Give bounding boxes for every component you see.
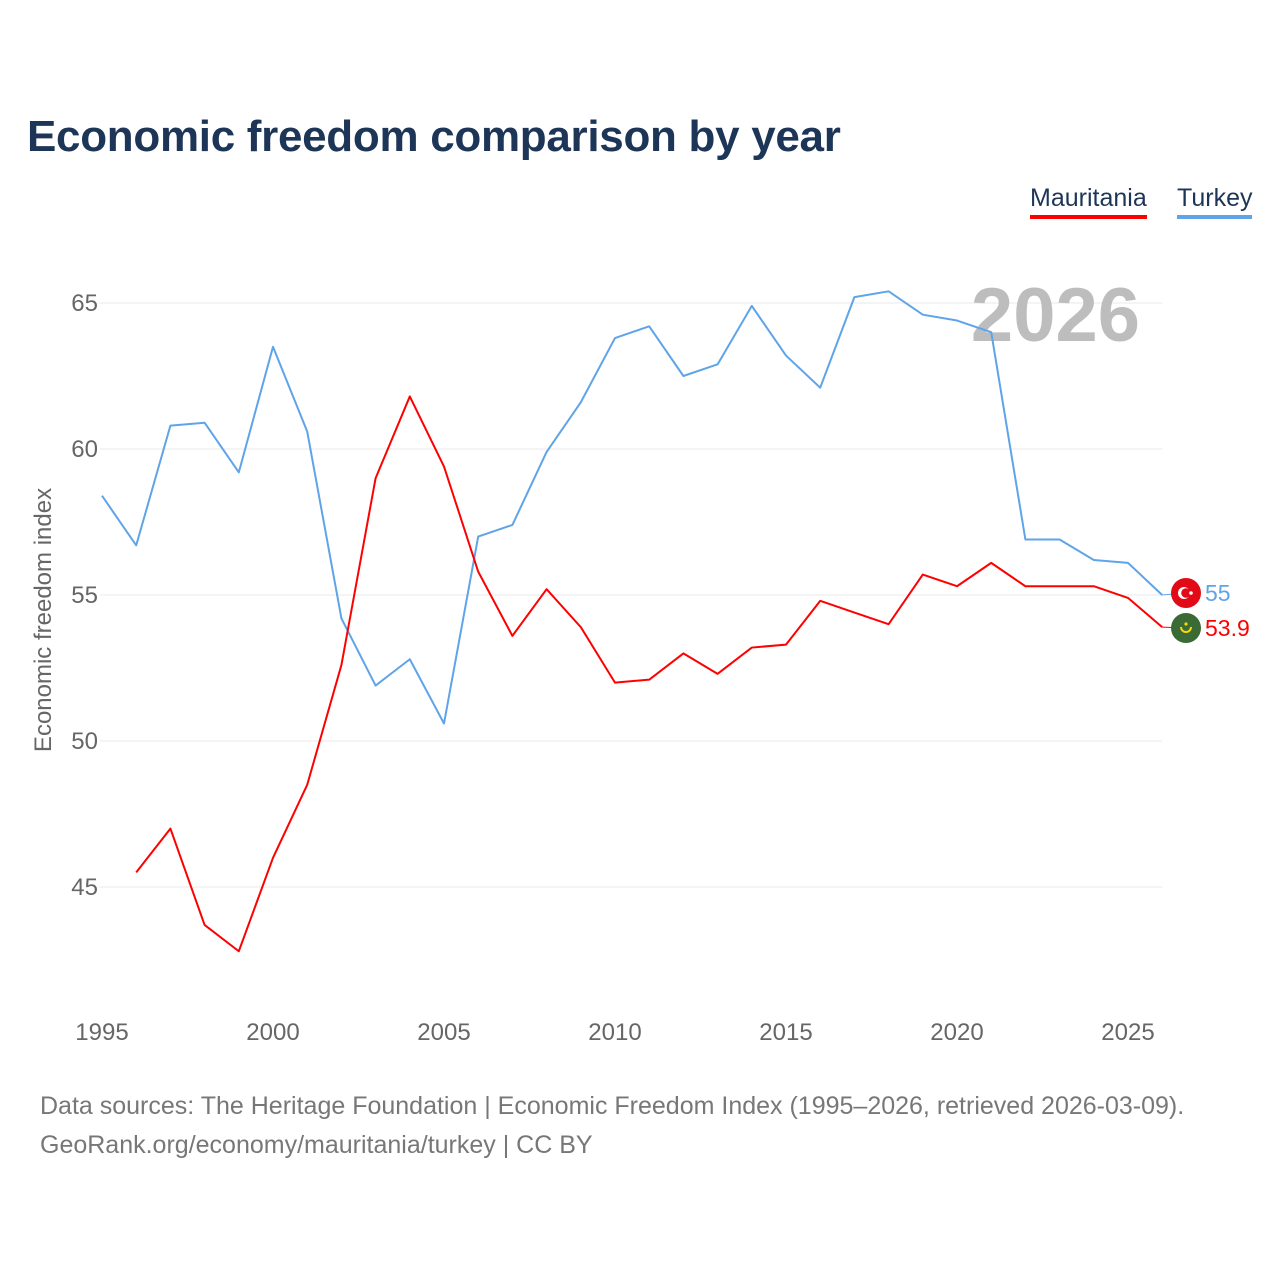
legend-mauritania[interactable]: Mauritania	[1030, 184, 1147, 219]
x-tick-label: 2010	[588, 1019, 641, 1046]
end-value-label: 53.9	[1205, 615, 1250, 641]
x-tick-label: 2020	[930, 1019, 983, 1046]
legend-turkey[interactable]: Turkey	[1177, 184, 1253, 219]
y-tick-label: 60	[71, 436, 98, 463]
y-tick-label: 50	[71, 728, 98, 755]
y-axis-label: Economic freedom index	[30, 488, 57, 752]
x-tick-label: 2025	[1101, 1019, 1154, 1046]
end-value-label: 55	[1205, 580, 1231, 606]
x-tick-label: 2015	[759, 1019, 812, 1046]
crescent-icon	[1180, 626, 1192, 633]
source-line-2[interactable]: GeoRank.org/economy/mauritania/turkey | …	[40, 1131, 593, 1159]
y-tick-label: 65	[71, 290, 98, 317]
crescent-icon	[1181, 588, 1191, 598]
year-watermark: 2026	[971, 273, 1140, 358]
mauritania-flag-icon	[1171, 613, 1201, 643]
source-line-1: Data sources: The Heritage Foundation | …	[40, 1092, 1185, 1120]
source-note: Data sources: The Heritage Foundation | …	[40, 1087, 1184, 1165]
star-icon	[1189, 591, 1193, 595]
series-line-mauritania	[135, 395, 1163, 953]
x-tick-label: 2005	[417, 1019, 470, 1046]
x-tick-label: 1995	[75, 1019, 128, 1046]
y-tick-label: 45	[71, 874, 98, 901]
x-tick-label: 2000	[246, 1019, 299, 1046]
series-line-turkey	[101, 290, 1163, 725]
y-tick-label: 55	[71, 582, 98, 609]
star-icon	[1184, 622, 1188, 626]
chart-title: Economic freedom comparison by year	[27, 112, 841, 161]
